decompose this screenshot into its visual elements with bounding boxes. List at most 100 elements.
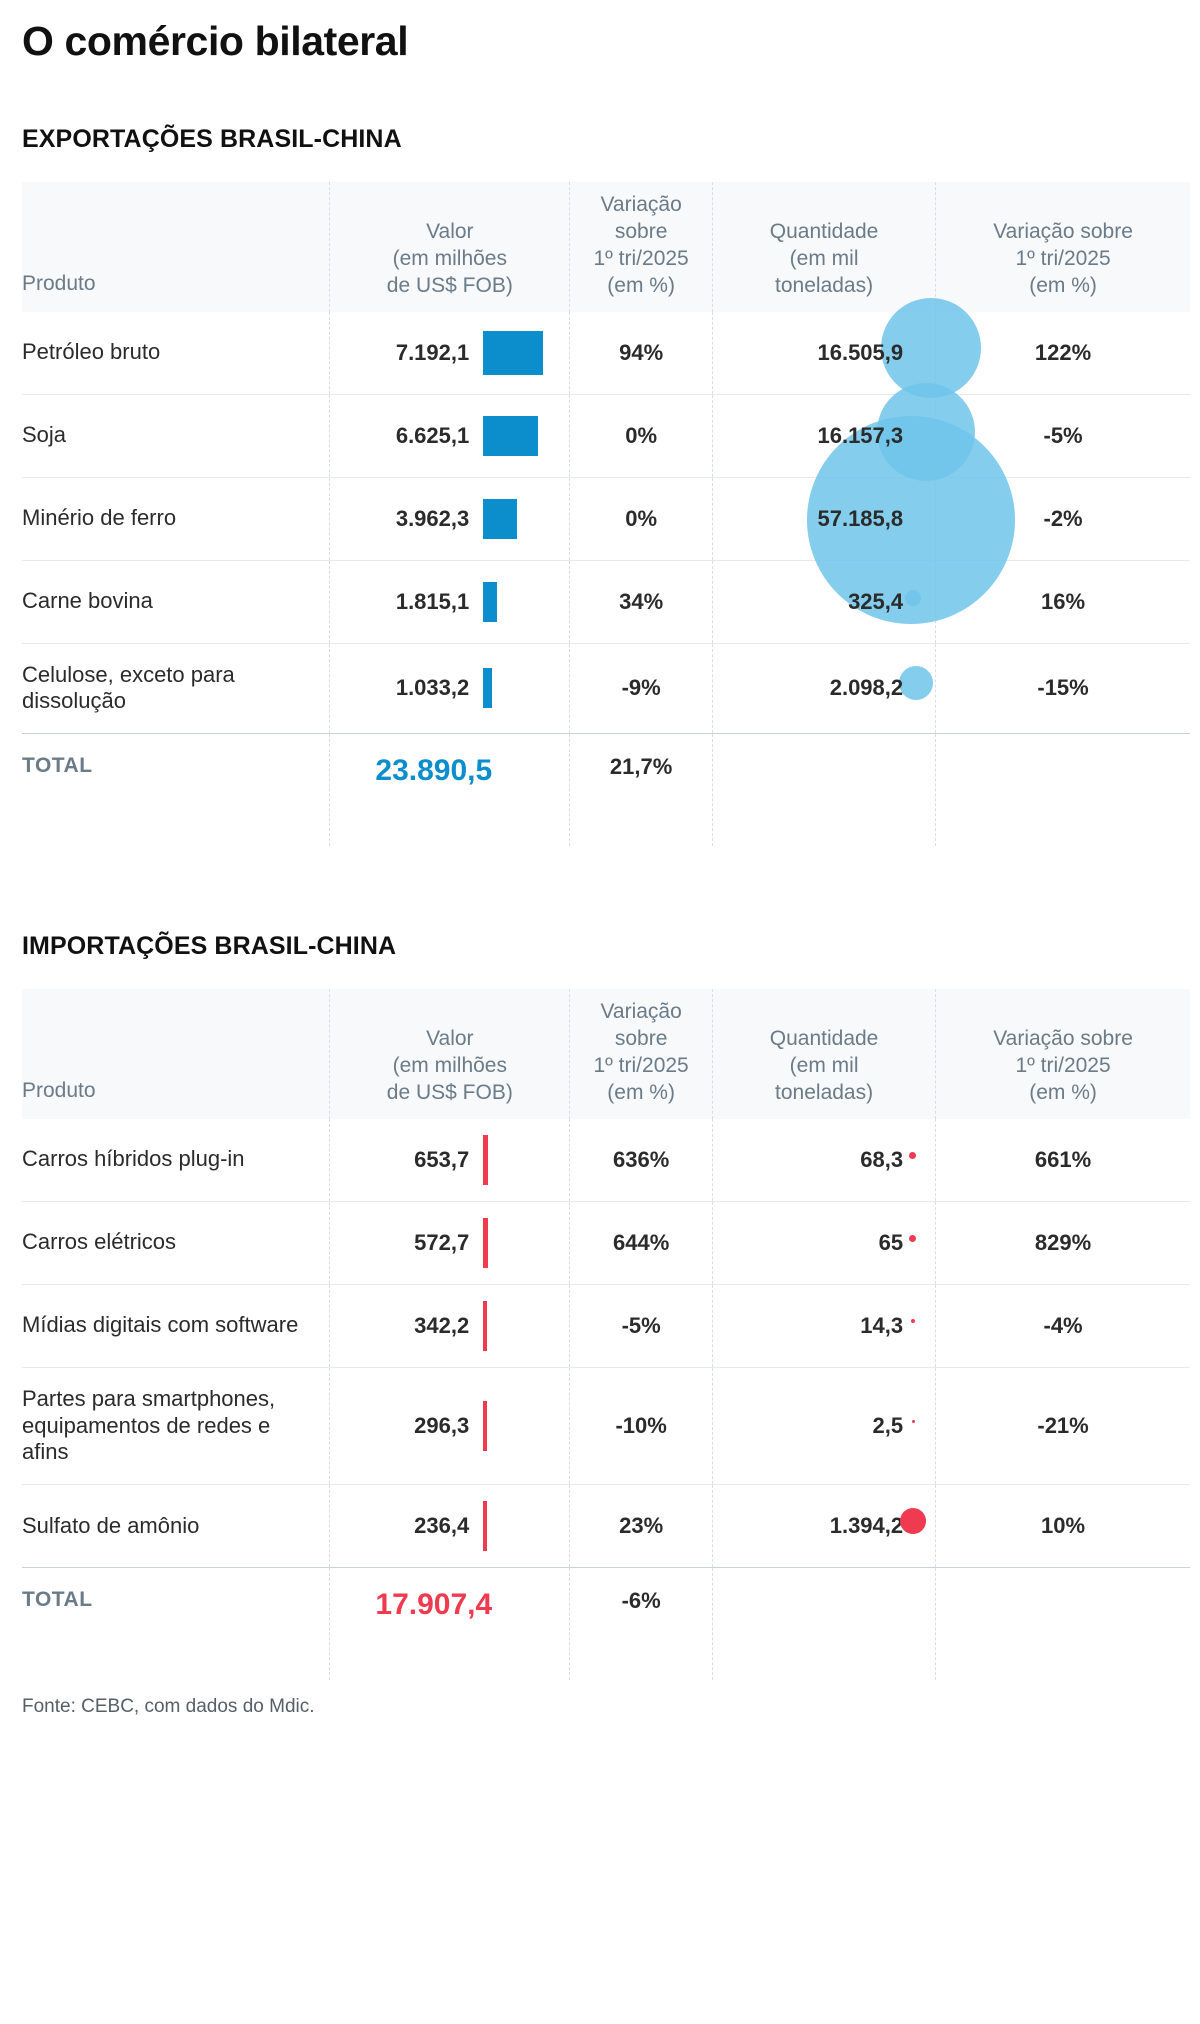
row-variacao-quantidade: 122% [1034, 339, 1092, 365]
row-valor-value: 1.033,2 [395, 675, 470, 701]
row-quantidade-cell: 65 [712, 1200, 937, 1285]
quantidade-bubble [807, 415, 1016, 624]
quantidade-bubble [881, 297, 982, 398]
col-header-variacao-valor-line3: (em %) [607, 273, 675, 297]
table-row: Mídias digitais com software 342,2 -5% 1… [22, 1283, 1190, 1368]
table-row: Carros híbridos plug-in 653,7 636% 68,3 [22, 1118, 1190, 1202]
quantidade-bubble-container [881, 297, 982, 398]
row-product-name: Petróleo bruto [22, 311, 331, 395]
row-valor-cell: 342,2 [329, 1283, 571, 1368]
imports-table: Produto Valor (em milhões de US$ FOB) Va… [22, 989, 1190, 1681]
row-quantidade-cell: 1.394,2 [712, 1484, 937, 1568]
col-header-variacao-quantidade-line1: Variação sobre [993, 1027, 1133, 1051]
row-quantidade-value: 325,4 [848, 588, 904, 614]
quantidade-bubble [899, 666, 934, 701]
valor-bar-container [483, 1217, 557, 1268]
table-row: Soja 6.625,1 0% 16.157,3 [22, 382, 1190, 481]
row-quantidade-cell: 2.098,2 [712, 642, 937, 734]
quantidade-bubble-container [903, 1318, 923, 1331]
table-header-row: Produto Valor (em milhões de US$ FOB) Va… [22, 989, 1190, 1119]
valor-bar [483, 1501, 488, 1552]
valor-bar-container [483, 330, 557, 376]
col-header-variacao-valor: Variação sobre 1º tri/2025 (em %) [569, 182, 714, 312]
col-header-quantidade: Quantidade (em mil toneladas) [712, 182, 937, 312]
valor-bar-container [483, 1134, 557, 1185]
col-header-variacao-valor-line3: (em %) [607, 1080, 675, 1104]
row-quantidade-value: 16.157,3 [817, 422, 904, 448]
table-header-row: Produto Valor (em milhões de US$ FOB) Va… [22, 182, 1190, 312]
quantidade-bubble-container [903, 589, 923, 607]
col-header-valor-line1: Valor [426, 1027, 474, 1051]
quantidade-bubble-container [899, 666, 934, 701]
imports-table-body: Carros híbridos plug-in 653,7 636% 68,3 [22, 1118, 1190, 1681]
col-header-variacao-quantidade-line1: Variação sobre [993, 220, 1133, 244]
valor-bar-container [483, 496, 557, 542]
valor-bar-container [483, 1501, 557, 1552]
col-header-produto: Produto [22, 182, 331, 312]
row-variacao-quantidade: -21% [935, 1366, 1190, 1485]
quantidade-bubble [909, 1151, 917, 1159]
valor-bar-container [483, 579, 557, 625]
valor-bar [483, 581, 498, 622]
table-row: Petróleo bruto 7.192,1 94% 16.505,9 [22, 297, 1190, 398]
row-variacao-quantidade: -4% [935, 1283, 1190, 1368]
col-header-variacao-quantidade-line3: (em %) [1029, 1080, 1097, 1104]
table-row: Celulose, exceto para dissolução 1.033,2… [22, 642, 1190, 734]
row-valor-cell: 653,7 [329, 1118, 571, 1202]
row-quantidade-cell: 2,5 [712, 1366, 937, 1485]
valor-bar [483, 330, 544, 375]
col-header-quantidade-line2: (em mil [789, 1054, 859, 1078]
row-variacao-quantidade: 829% [935, 1200, 1190, 1285]
total-variacao: -6% [569, 1567, 714, 1681]
row-quantidade-value: 16.505,9 [817, 339, 904, 365]
row-quantidade-value: 2,5 [872, 1413, 904, 1439]
quantidade-bubble-container [807, 415, 1016, 624]
imports-table-head: Produto Valor (em milhões de US$ FOB) Va… [22, 989, 1190, 1119]
col-header-produto-label: Produto [22, 271, 96, 295]
col-header-valor-line2: (em milhões [392, 1054, 507, 1078]
row-quantidade-value: 65 [878, 1229, 904, 1255]
exports-section-title: EXPORTAÇÕES BRASIL-CHINA [22, 125, 402, 154]
total-label: TOTAL [22, 733, 331, 847]
row-variacao-valor: -9% [569, 642, 714, 734]
table-row: Partes para smartphones, equipamentos de… [22, 1366, 1190, 1485]
imports-total-row: TOTAL 17.907,4 -6% [22, 1567, 1190, 1681]
row-product-name: Mídias digitais com software [22, 1283, 331, 1368]
quantidade-bubble-container [903, 1151, 923, 1165]
row-valor-cell: 1.033,2 [329, 642, 571, 734]
valor-bar [483, 1401, 488, 1452]
row-valor-cell: 6.625,1 [329, 393, 571, 478]
quantidade-bubble-container [900, 1508, 927, 1535]
row-product-name: Carne bovina [22, 559, 331, 644]
valor-bar [483, 668, 493, 709]
row-variacao-valor: 34% [569, 559, 714, 644]
col-header-quantidade-line3: toneladas) [775, 1080, 874, 1104]
total-quantidade-empty [712, 733, 937, 847]
table-row: Carne bovina 1.815,1 34% 325,4 [22, 559, 1190, 644]
row-product-name: Carros elétricos [22, 1200, 331, 1285]
quantidade-bubble-container [903, 1234, 923, 1248]
col-header-valor-line1: Valor [426, 220, 474, 244]
col-header-quantidade-line2: (em mil [789, 246, 859, 270]
valor-bar-container [483, 1300, 557, 1351]
col-header-variacao-valor-line1: Variação sobre [600, 193, 682, 244]
exports-table: Produto Valor (em milhões de US$ FOB) Va… [22, 182, 1190, 847]
valor-bar [483, 1300, 488, 1351]
row-valor-value: 342,2 [414, 1312, 470, 1338]
row-valor-value: 7.192,1 [395, 339, 470, 365]
row-product-name: Soja [22, 393, 331, 478]
col-header-valor-line3: de US$ FOB) [386, 1080, 513, 1104]
row-valor-cell: 236,4 [329, 1484, 571, 1568]
table-row: Sulfato de amônio 236,4 23% 1.394,2 [22, 1484, 1190, 1568]
row-variacao-quantidade: 10% [935, 1484, 1190, 1568]
col-header-variacao-quantidade: Variação sobre 1º tri/2025 (em %) [935, 182, 1190, 312]
row-product-name: Partes para smartphones, equipamentos de… [22, 1366, 331, 1485]
col-header-variacao-quantidade-line3: (em %) [1029, 273, 1097, 297]
col-header-variacao-valor-line2: 1º tri/2025 [593, 1054, 689, 1078]
total-variacao-quantidade-empty [935, 733, 1190, 847]
row-valor-value: 6.625,1 [395, 422, 470, 448]
valor-bar [483, 498, 518, 539]
col-header-variacao-valor-line2: 1º tri/2025 [593, 246, 689, 270]
imports-section-title: IMPORTAÇÕES BRASIL-CHINA [22, 932, 397, 961]
